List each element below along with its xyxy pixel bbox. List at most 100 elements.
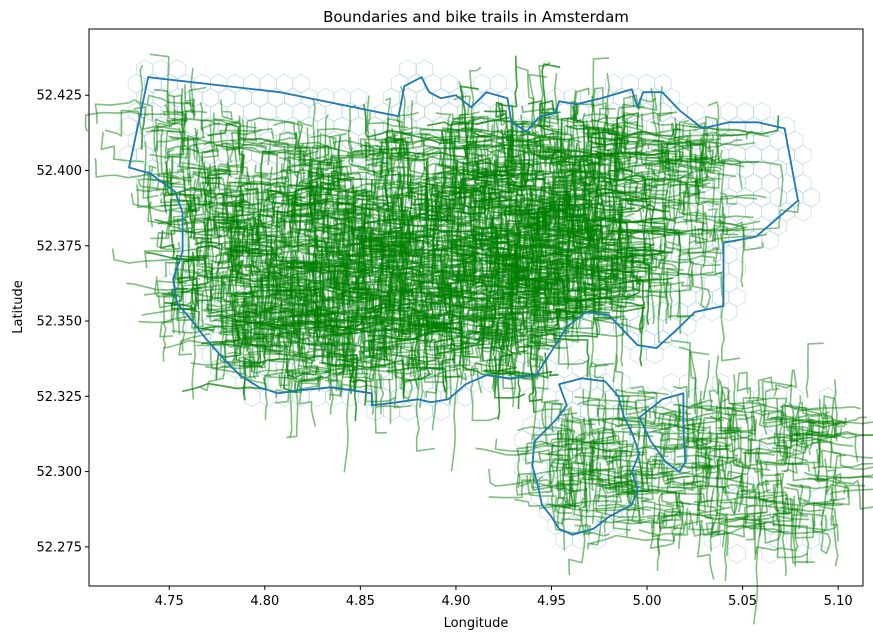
bike-trail (514, 123, 554, 171)
bike-trail (273, 121, 304, 168)
bike-trail (162, 293, 179, 362)
bike-trail (552, 312, 575, 342)
bike-trail (608, 193, 656, 223)
bike-trail (678, 399, 714, 421)
bike-trail (717, 218, 764, 251)
bike-trail (678, 210, 754, 219)
bike-trail (538, 464, 576, 510)
bike-trail (217, 150, 243, 195)
bike-trail (469, 204, 475, 266)
bike-trail (489, 241, 513, 280)
bike-trail (576, 216, 593, 246)
bike-trail (349, 136, 353, 162)
bike-trail (660, 513, 715, 520)
bike-trail (603, 179, 616, 195)
bike-trail (339, 144, 382, 161)
hex-cell (662, 372, 680, 393)
bike-trail (629, 229, 652, 255)
bike-trail (270, 262, 299, 294)
bike-trail (367, 165, 408, 202)
bike-trail (381, 154, 470, 175)
bike-trail (596, 296, 601, 336)
bike-trail (375, 190, 418, 200)
bike-trail (322, 173, 330, 241)
bike-trail (443, 128, 483, 177)
bike-trail (364, 172, 398, 205)
bike-trail (822, 395, 838, 442)
bike-trail (666, 281, 691, 287)
bike-trail (537, 310, 610, 329)
bike-trail (386, 203, 410, 214)
bike-trail (525, 275, 571, 308)
chart-title: Boundaries and bike trails in Amsterdam (323, 8, 629, 26)
bike-trail (291, 369, 353, 383)
bike-trail (190, 148, 218, 215)
bike-trail (431, 332, 441, 431)
bike-trail (645, 145, 668, 173)
bike-trail (475, 323, 498, 356)
bike-trail (303, 357, 342, 382)
bike-trail (606, 95, 635, 157)
hex-cell (794, 173, 812, 194)
bike-trail (560, 279, 622, 293)
bike-trail (401, 316, 429, 328)
bike-trail (597, 253, 628, 273)
bike-trail (360, 318, 393, 326)
bike-trail (591, 252, 628, 268)
bike-trail (474, 263, 479, 285)
hex-cell (728, 543, 746, 564)
hex-cell (415, 401, 433, 422)
bike-trail (186, 142, 211, 186)
bike-trail (209, 344, 245, 375)
bike-trail (676, 454, 738, 466)
bike-trail (273, 288, 318, 322)
bike-trail (579, 279, 608, 306)
bike-trail (830, 432, 873, 437)
bike-trail (258, 257, 274, 268)
bike-trail (611, 306, 646, 313)
bike-trail (657, 411, 699, 436)
x-tick-label: 4.95 (537, 594, 566, 609)
bike-trail (495, 195, 557, 205)
bike-trail (141, 287, 194, 322)
bike-trail (575, 104, 582, 123)
bike-trail (791, 507, 825, 526)
bike-trail (625, 111, 673, 117)
bike-trail (288, 142, 305, 171)
bike-trail (223, 317, 234, 361)
bike-trail (591, 427, 654, 438)
hex-cell (646, 344, 664, 365)
bike-trail (576, 116, 621, 124)
bike-trail (426, 239, 513, 258)
bike-trail (692, 424, 714, 461)
hex-cell (136, 59, 154, 80)
hex-cell (744, 173, 763, 194)
bike-trail (569, 406, 647, 422)
bike-trail (142, 141, 159, 200)
bike-trail (287, 330, 345, 344)
bike-trail (504, 268, 559, 274)
bike-trail (547, 202, 552, 243)
bike-trail (379, 325, 423, 333)
bike-trail (705, 485, 725, 534)
bike-trail (227, 291, 262, 334)
hex-cell (761, 230, 779, 251)
bike-trail (495, 101, 505, 118)
bike-trail (745, 476, 749, 523)
bike-trail (641, 422, 672, 457)
bike-trail (363, 212, 384, 243)
bike-trail (779, 512, 828, 535)
bike-trail (461, 156, 492, 191)
bike-trail (421, 146, 463, 170)
bike-trail (291, 250, 330, 299)
bike-trail (406, 248, 424, 269)
bike-trail (620, 259, 651, 325)
bike-trail (451, 333, 483, 394)
bike-trail (596, 174, 625, 198)
bike-trail (298, 364, 332, 384)
bike-trail (334, 329, 352, 367)
bike-trail (570, 431, 625, 460)
bike-trail (596, 406, 652, 426)
bike-trail (419, 298, 489, 309)
bike-trail (488, 468, 579, 489)
